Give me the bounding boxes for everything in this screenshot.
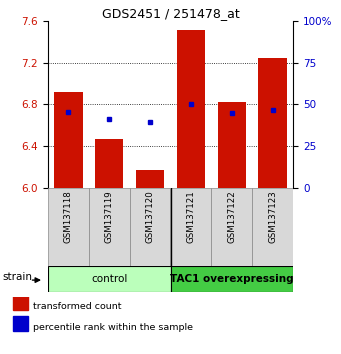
Bar xyxy=(13,295,28,309)
Text: GSM137118: GSM137118 xyxy=(64,191,73,244)
Text: GSM137119: GSM137119 xyxy=(105,191,114,243)
Title: GDS2451 / 251478_at: GDS2451 / 251478_at xyxy=(102,7,239,20)
Bar xyxy=(48,266,170,292)
Text: GSM137120: GSM137120 xyxy=(146,191,154,244)
Bar xyxy=(95,139,123,188)
Bar xyxy=(177,30,205,188)
Bar xyxy=(252,188,293,266)
Bar xyxy=(170,266,293,292)
Bar xyxy=(89,188,130,266)
Text: TAC1 overexpressing: TAC1 overexpressing xyxy=(170,274,294,284)
Bar xyxy=(258,58,287,188)
Bar xyxy=(170,188,211,266)
Text: control: control xyxy=(91,274,127,284)
Bar xyxy=(218,102,246,188)
Text: GSM137123: GSM137123 xyxy=(268,191,277,244)
Text: percentile rank within the sample: percentile rank within the sample xyxy=(33,324,193,332)
Bar xyxy=(130,188,170,266)
Bar xyxy=(13,316,28,331)
Bar xyxy=(54,92,83,188)
Bar xyxy=(48,188,89,266)
Text: transformed count: transformed count xyxy=(33,302,121,311)
Text: GSM137122: GSM137122 xyxy=(227,191,236,244)
Bar xyxy=(136,170,164,188)
Bar xyxy=(211,188,252,266)
Text: GSM137121: GSM137121 xyxy=(187,191,195,244)
Text: strain: strain xyxy=(2,273,32,282)
